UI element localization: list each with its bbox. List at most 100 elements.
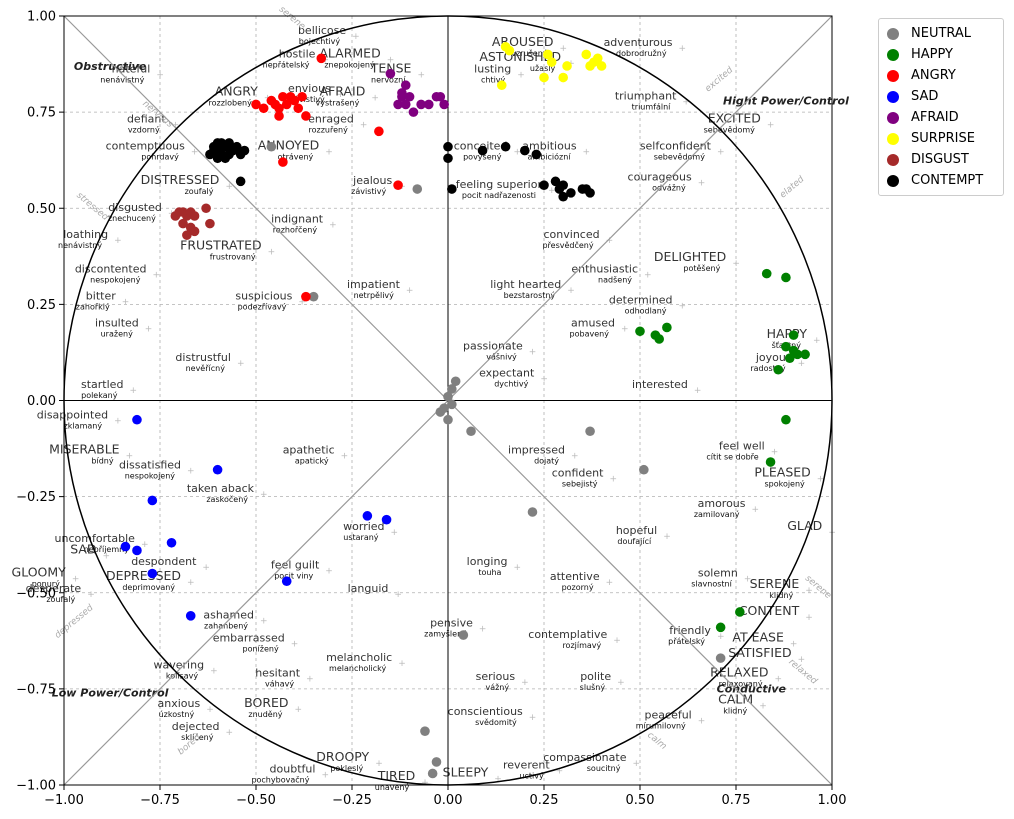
background-word-en: jealous xyxy=(352,174,392,187)
background-plus-marker: + xyxy=(206,705,214,715)
legend-item-sad: SAD xyxy=(879,86,1003,107)
background-word-cs: touha xyxy=(478,568,501,577)
background-word-en: DEPRESSED xyxy=(106,568,181,583)
point-happy xyxy=(765,457,776,467)
background-plus-marker: + xyxy=(805,586,813,596)
point-neutral xyxy=(427,768,438,779)
background-word-cs: závistivý xyxy=(290,95,325,104)
y-tick-label: −1.00 xyxy=(16,779,56,794)
background-plus-marker: + xyxy=(398,659,406,669)
background-word-en: AT EASE xyxy=(732,630,784,645)
point-sad xyxy=(132,545,142,556)
point-happy xyxy=(788,330,799,340)
background-plus-marker: + xyxy=(295,705,303,715)
background-plus-marker: + xyxy=(352,32,360,42)
background-word-cs: rozzlobený xyxy=(209,99,253,108)
background-plus-marker: + xyxy=(341,451,349,461)
background-plus-marker: + xyxy=(644,271,652,281)
point-surprise xyxy=(539,72,549,83)
point-contempt xyxy=(500,141,511,152)
point-sad xyxy=(147,495,158,506)
legend-marker xyxy=(887,48,899,61)
background-plus-marker: + xyxy=(225,182,233,192)
background-plus-marker: + xyxy=(325,148,333,158)
background-plus-marker: + xyxy=(375,759,383,769)
point-surprise xyxy=(504,45,515,56)
legend-item-neutral: NEUTRAL xyxy=(879,23,1003,44)
point-happy xyxy=(800,349,810,360)
point-happy xyxy=(662,322,672,333)
background-plus-marker: + xyxy=(122,298,130,308)
background-plus-marker: + xyxy=(717,632,725,642)
background-plus-marker: + xyxy=(609,474,617,484)
background-word-en: enraged xyxy=(308,113,354,126)
quadrant-label: Low Power/Control xyxy=(52,687,169,700)
background-word-cs: relaxovaný xyxy=(719,679,763,688)
background-word-cs: zamilovaný xyxy=(694,510,740,519)
background-word-en: attentive xyxy=(550,570,600,583)
background-word-en: discontented xyxy=(75,263,147,276)
legend-label: SURPRISE xyxy=(911,131,975,146)
background-word-cs: sklíčený xyxy=(181,732,214,742)
background-plus-marker: + xyxy=(406,286,414,296)
background-word-en: feel well xyxy=(719,439,765,452)
background-word-cs: sebevědomý xyxy=(654,153,706,162)
background-word-en: indignant xyxy=(271,213,324,226)
point-neutral xyxy=(435,407,446,417)
background-plus-marker: + xyxy=(103,551,111,561)
background-word-en: triumphant xyxy=(615,90,677,103)
background-word-cs: odvážný xyxy=(652,183,686,192)
point-sad xyxy=(120,541,131,552)
x-tick-label: −1.00 xyxy=(44,793,84,808)
background-plus-marker: + xyxy=(529,348,537,358)
background-plus-marker: + xyxy=(571,451,579,461)
point-neutral xyxy=(431,757,442,767)
background-word-cs: doufající xyxy=(617,537,652,546)
background-plus-marker: + xyxy=(617,678,625,688)
point-contempt xyxy=(443,153,453,164)
background-plus-marker: + xyxy=(210,667,218,677)
background-word-cs: ponurý xyxy=(32,579,60,588)
background-plus-marker: + xyxy=(391,528,399,538)
background-word-cs: vášnivý xyxy=(486,352,517,362)
point-disgust xyxy=(182,230,192,240)
background-word-en: disappointed xyxy=(37,409,108,422)
background-plus-marker: + xyxy=(191,148,199,158)
background-word-cs: pocit nadřazenosti xyxy=(462,191,536,200)
background-plus-marker: + xyxy=(567,286,575,296)
background-word-en: taken aback xyxy=(187,482,255,495)
background-word-cs: nenávistný xyxy=(100,76,144,85)
background-word-cs: uražený xyxy=(101,329,133,338)
background-word-en: impressed xyxy=(508,443,565,456)
background-word-en: MISERABLE xyxy=(49,441,120,456)
background-word-en: GLAD xyxy=(787,518,822,533)
point-contempt xyxy=(550,176,561,187)
point-contempt xyxy=(232,141,242,152)
background-word-en: polite xyxy=(580,670,611,683)
background-word-cs: vážný xyxy=(485,683,509,692)
background-word-cs: triumfální xyxy=(632,103,672,112)
point-neutral xyxy=(308,291,319,302)
point-happy xyxy=(773,364,784,375)
background-word-cs: frustrovaný xyxy=(210,253,256,262)
background-word-en: AFRAID xyxy=(320,84,366,99)
background-word-cs: melancholický xyxy=(329,664,386,673)
background-plus-marker: + xyxy=(291,640,299,650)
background-word-cs: pocit viny xyxy=(274,572,313,581)
legend-label: SAD xyxy=(911,89,939,104)
point-afraid xyxy=(435,91,446,102)
y-tick-label: 1.00 xyxy=(27,10,56,25)
point-surprise xyxy=(581,49,592,60)
background-plus-marker: + xyxy=(145,324,153,334)
background-plus-marker: + xyxy=(114,417,122,427)
axes: −1.00−1.00 −0.75 −0.75 −0.50 −0.50 −0.25 −0.25… xyxy=(16,10,846,809)
legend-label: HAPPY xyxy=(911,47,954,62)
point-neutral xyxy=(466,426,476,437)
background-word-cs: mírumilovný xyxy=(636,722,686,731)
background-plus-marker: + xyxy=(663,532,671,542)
background-word-cs: zamyšlený xyxy=(424,628,467,638)
background-word-en: feel guilt xyxy=(271,559,320,572)
point-neutral xyxy=(443,414,453,425)
legend-label: ANGRY xyxy=(911,68,956,83)
background-word-cs: sebevědomý xyxy=(704,126,756,135)
